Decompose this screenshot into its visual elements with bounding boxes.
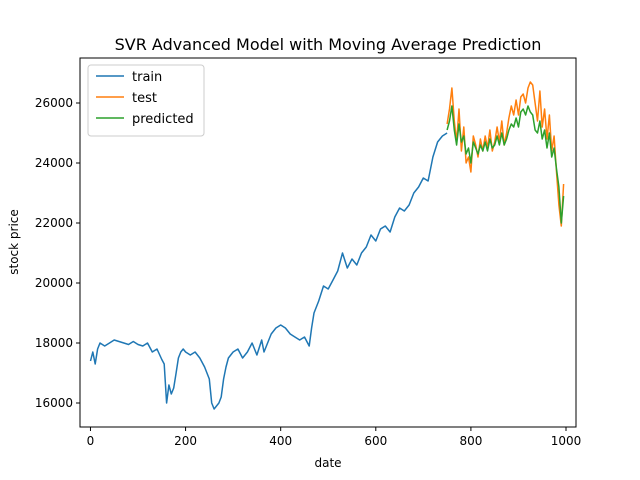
x-tick-label: 600 (364, 434, 387, 448)
series-line-train (89, 132, 448, 410)
y-tick-label: 16000 (35, 396, 73, 410)
x-tick-label: 400 (269, 434, 292, 448)
legend-label-train: train (132, 70, 162, 85)
axes-layer: 0 200 400 600 800 1000 16000 18000 20000 22000 240… (35, 57, 582, 448)
chart-title: SVR Advanced Model with Moving Average P… (115, 35, 542, 54)
x-tick-label: 1000 (551, 434, 582, 448)
x-axis-label: date (314, 456, 341, 470)
y-tick-label: 18000 (35, 336, 73, 350)
y-tick-label: 24000 (35, 156, 73, 170)
series-line-predicted (446, 105, 565, 224)
legend-label-predicted: predicted (132, 112, 194, 127)
plot-frame (79, 57, 577, 428)
y-tick-label: 26000 (35, 96, 73, 110)
x-tick-label: 0 (87, 434, 95, 448)
y-axis-label: stock price (7, 209, 21, 275)
x-tick-label: 800 (459, 434, 482, 448)
y-tick-label: 22000 (35, 216, 73, 230)
series-layer (89, 81, 565, 410)
legend: train test predicted (87, 64, 205, 137)
series-line-test (446, 81, 565, 227)
y-tick-label: 20000 (35, 276, 73, 290)
legend-label-test: test (132, 91, 157, 106)
x-tick-label: 200 (174, 434, 197, 448)
